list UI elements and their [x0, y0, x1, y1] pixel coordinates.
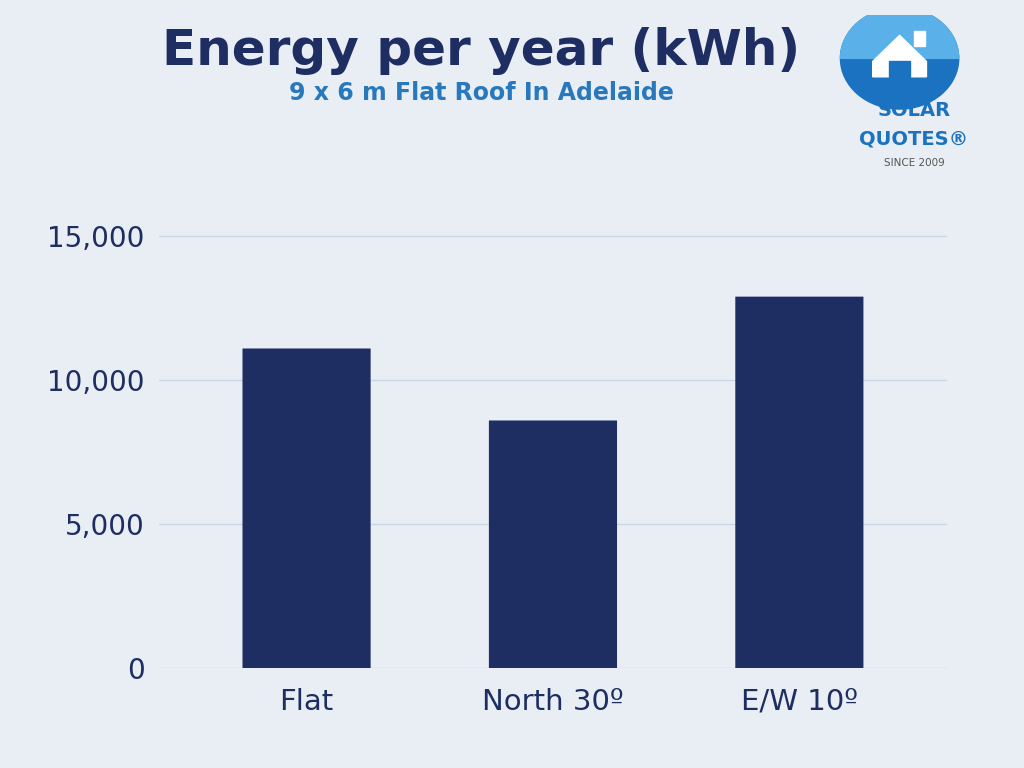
FancyBboxPatch shape: [735, 296, 863, 668]
Wedge shape: [841, 8, 958, 58]
Text: SOLAR: SOLAR: [878, 101, 950, 121]
Text: SINCE 2009: SINCE 2009: [884, 158, 944, 168]
Text: Energy per year (kWh): Energy per year (kWh): [162, 27, 801, 75]
Text: QUOTES®: QUOTES®: [859, 129, 969, 148]
FancyBboxPatch shape: [243, 349, 371, 668]
FancyBboxPatch shape: [488, 421, 617, 668]
Polygon shape: [889, 61, 910, 77]
Text: 9 x 6 m Flat Roof In Adelaide: 9 x 6 m Flat Roof In Adelaide: [289, 81, 674, 104]
Polygon shape: [872, 35, 927, 77]
Polygon shape: [914, 31, 925, 46]
Circle shape: [841, 8, 958, 109]
